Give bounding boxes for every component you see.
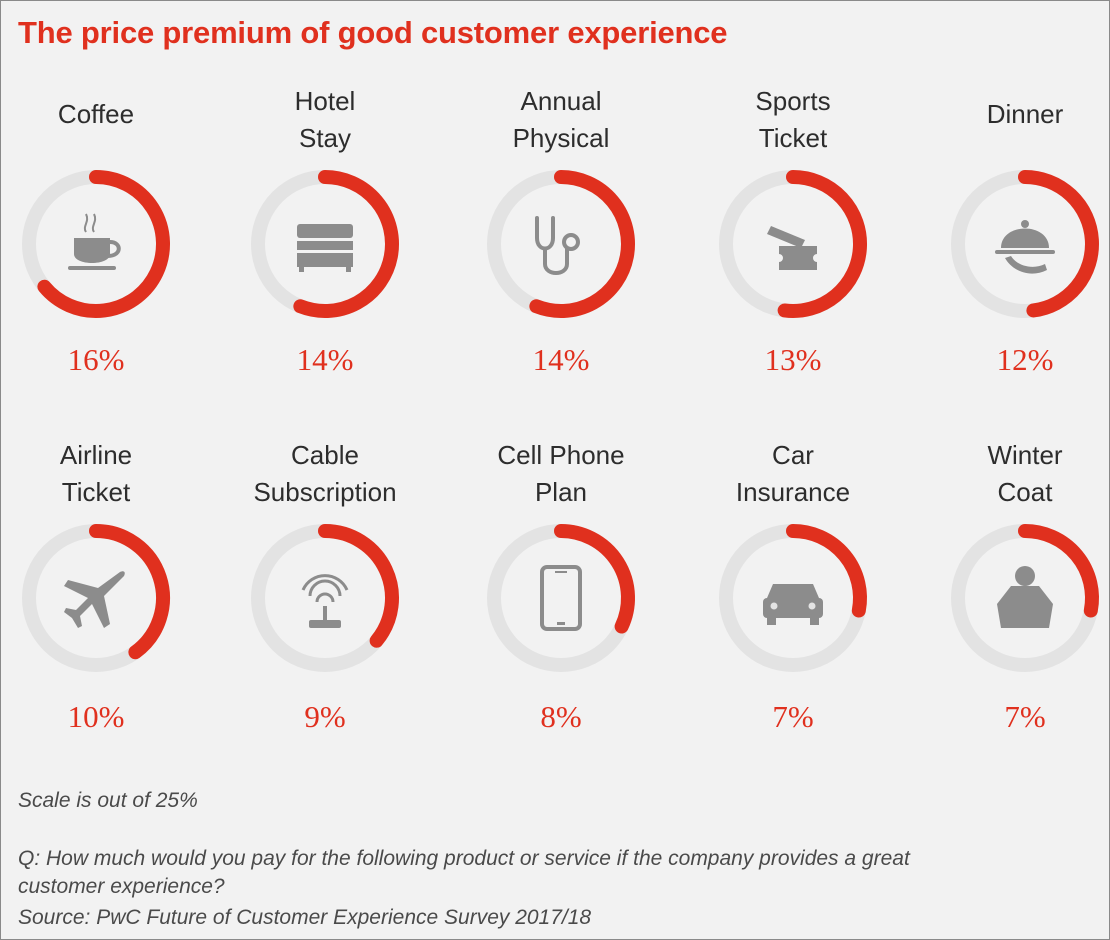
category-label: Insurance [736, 477, 850, 507]
category-label: Winter [987, 440, 1062, 470]
antenna-icon [301, 574, 349, 628]
value-label: 8% [540, 699, 581, 734]
phone-icon [540, 565, 582, 631]
value-label: 13% [765, 342, 822, 377]
bed-icon [297, 224, 353, 272]
category-label: Hotel [295, 86, 356, 116]
donut-value-arc [293, 170, 399, 318]
category-label: Physical [513, 123, 610, 153]
category-label: Ticket [759, 123, 828, 153]
donut-value-arc [1018, 524, 1099, 618]
cloche-icon [995, 220, 1055, 274]
category-label: Coat [998, 477, 1054, 507]
value-label: 7% [772, 699, 813, 734]
category-label: Plan [535, 477, 587, 507]
category-label: Ticket [62, 477, 131, 507]
category-label: Dinner [987, 99, 1064, 129]
category-label: Cell Phone [497, 440, 624, 470]
coffee-cup-icon [68, 213, 121, 270]
value-label: 14% [533, 342, 590, 377]
stethoscope-icon [535, 216, 580, 275]
category-label: Annual [521, 86, 602, 116]
value-label: 10% [68, 699, 125, 734]
category-label: Car [772, 440, 814, 470]
donut-value-arc [89, 524, 170, 660]
value-label: 9% [304, 699, 345, 734]
source-note: Source: PwC Future of Customer Experienc… [18, 906, 592, 929]
donut-chart-grid: Coffee 16% Hotel Stay 14% Annual Physical 14% Sp… [22, 86, 1099, 734]
donut-value-arc [786, 524, 867, 618]
category-label: Sports [755, 86, 830, 116]
airplane-icon [64, 571, 125, 628]
value-label: 7% [1004, 699, 1045, 734]
category-label: Coffee [58, 99, 134, 129]
donut-value-arc [777, 170, 868, 318]
chart-title: The price premium of good customer exper… [18, 15, 728, 50]
donut-value-arc [529, 170, 635, 318]
category-label: Cable [291, 440, 359, 470]
survey-question: Q: How much would you pay for the follow… [18, 847, 910, 898]
ticket-icon [767, 226, 817, 270]
donut-value-arc [37, 170, 170, 318]
donut-value-arc [554, 524, 635, 634]
category-label: Subscription [253, 477, 396, 507]
value-label: 14% [297, 342, 354, 377]
category-label: Stay [299, 123, 351, 153]
value-label: 16% [68, 342, 125, 377]
value-label: 12% [997, 342, 1054, 377]
coat-icon [997, 566, 1053, 628]
donut-value-arc [1018, 170, 1099, 318]
car-icon [763, 584, 823, 625]
donut-value-arc [318, 524, 399, 648]
category-label: Airline [60, 440, 132, 470]
scale-note: Scale is out of 25% [18, 789, 198, 812]
